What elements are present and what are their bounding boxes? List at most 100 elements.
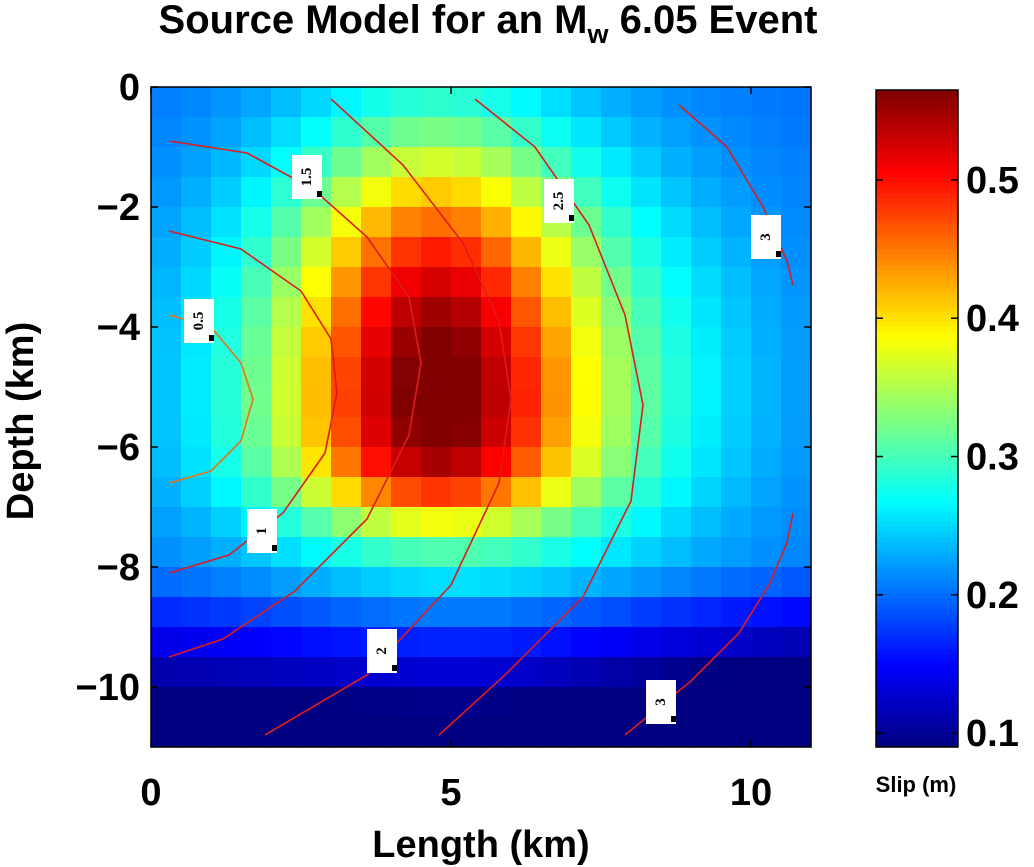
heatmap-cell (421, 117, 452, 148)
heatmap-cell (331, 657, 362, 688)
heatmap-cell (241, 177, 272, 208)
heatmap-cell (721, 537, 752, 568)
colorbar-swatch (876, 582, 958, 589)
colorbar-swatch (876, 675, 958, 681)
colorbar-swatch (876, 644, 958, 651)
colorbar-swatch (876, 408, 958, 414)
heatmap-cell (181, 387, 212, 418)
heatmap-cell (241, 207, 272, 238)
slip-heatmap (151, 87, 812, 748)
colorbar-swatch (876, 598, 958, 604)
heatmap-cell (271, 87, 302, 118)
heatmap-cell (301, 207, 332, 238)
heatmap-cell (451, 357, 482, 388)
heatmap-cell (631, 567, 662, 598)
heatmap-cell (781, 477, 812, 508)
heatmap-cell (451, 657, 482, 688)
colorbar-swatch (876, 526, 958, 533)
heatmap-cell (391, 687, 422, 718)
heatmap-cell (541, 627, 572, 658)
heatmap-cell (721, 117, 752, 148)
colorbar-swatch (876, 690, 958, 697)
heatmap-cell (481, 567, 512, 598)
contour-label: 0.5 (184, 299, 214, 343)
heatmap-cell (421, 237, 452, 268)
colorbar-swatch (876, 120, 958, 127)
heatmap-cell (721, 177, 752, 208)
heatmap-cell (271, 117, 302, 148)
colorbar-swatch (876, 726, 958, 733)
heatmap-cell (781, 357, 812, 388)
heatmap-cell (181, 537, 212, 568)
colorbar-swatch (876, 238, 958, 245)
colorbar-label: Slip (m) (876, 772, 957, 797)
heatmap-cell (481, 597, 512, 628)
colorbar-swatch (876, 654, 958, 661)
heatmap-cell (181, 147, 212, 178)
heatmap-cell (691, 177, 722, 208)
heatmap-cell (601, 177, 632, 208)
colorbar-swatch (876, 639, 958, 645)
heatmap-cell (271, 627, 302, 658)
heatmap-cell (691, 567, 722, 598)
colorbar-swatch (876, 105, 958, 112)
heatmap-cell (391, 507, 422, 538)
heatmap-cell (421, 447, 452, 478)
heatmap-cell (661, 627, 692, 658)
heatmap-cell (781, 627, 812, 658)
colorbar-swatch (876, 628, 958, 635)
heatmap-cell (571, 597, 602, 628)
heatmap-cell (361, 267, 392, 298)
colorbar-swatch (876, 418, 958, 425)
colorbar-swatch (876, 495, 958, 502)
heatmap-cell (271, 297, 302, 328)
heatmap-cell (361, 537, 392, 568)
heatmap-cell (601, 687, 632, 718)
heatmap-cell (391, 567, 422, 598)
heatmap-cell (691, 597, 722, 628)
heatmap-cell (331, 717, 362, 748)
heatmap-cell (331, 627, 362, 658)
heatmap-cell (241, 357, 272, 388)
heatmap-cell (661, 237, 692, 268)
heatmap-cell (421, 417, 452, 448)
heatmap-cell (241, 687, 272, 718)
heatmap-cell (271, 267, 302, 298)
colorbar-swatch (876, 562, 958, 568)
heatmap-cell (721, 357, 752, 388)
heatmap-cell (481, 87, 512, 118)
heatmap-cell (511, 537, 542, 568)
colorbar-swatch (876, 192, 958, 199)
x-tick-label: 5 (440, 772, 461, 814)
colorbar-swatch (876, 218, 958, 225)
heatmap-cell (301, 237, 332, 268)
heatmap-cell (451, 687, 482, 718)
heatmap-cell (571, 297, 602, 328)
x-tick-label: 0 (140, 772, 161, 814)
heatmap-cell (451, 627, 482, 658)
heatmap-cell (421, 717, 452, 748)
heatmap-cell (271, 327, 302, 358)
colorbar-swatch (876, 593, 958, 599)
heatmap-cell (181, 567, 212, 598)
heatmap-cell (301, 657, 332, 688)
colorbar-swatch (876, 161, 958, 168)
heatmap-cell (421, 687, 452, 718)
heatmap-cell (601, 657, 632, 688)
heatmap-cell (421, 537, 452, 568)
heatmap-cell (661, 267, 692, 298)
colorbar-swatch (876, 326, 958, 332)
heatmap-cell (631, 387, 662, 418)
heatmap-cell (511, 657, 542, 688)
heatmap-cell (451, 327, 482, 358)
colorbar-swatch (876, 305, 958, 312)
heatmap-cell (391, 177, 422, 208)
heatmap-cell (511, 447, 542, 478)
colorbar-swatch (876, 341, 958, 348)
heatmap-cell (631, 327, 662, 358)
heatmap-cell (541, 267, 572, 298)
heatmap-cell (151, 447, 182, 478)
heatmap-cell (151, 567, 182, 598)
heatmap-cell (511, 627, 542, 658)
heatmap-cell (421, 297, 452, 328)
